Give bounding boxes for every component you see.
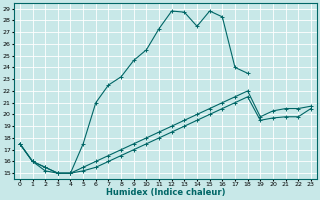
X-axis label: Humidex (Indice chaleur): Humidex (Indice chaleur) bbox=[106, 188, 225, 197]
